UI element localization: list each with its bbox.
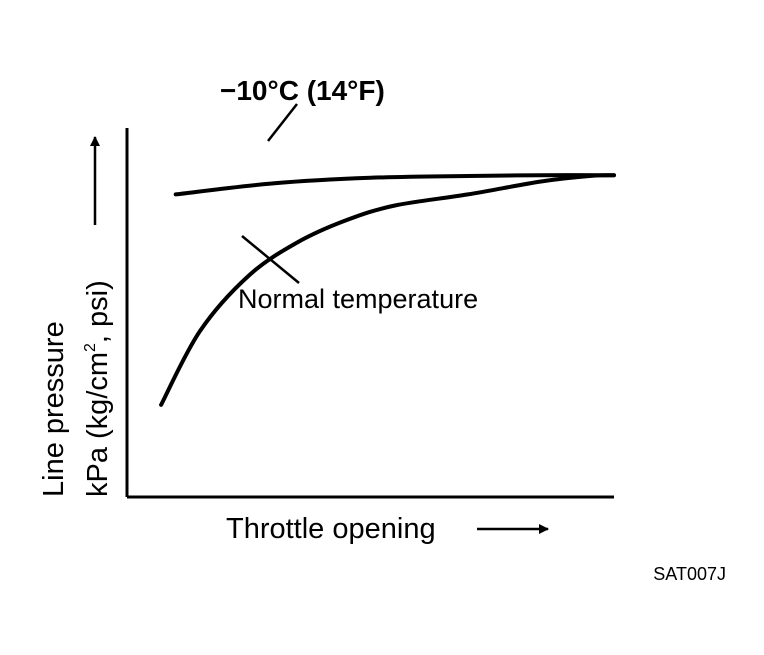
series-line-cold xyxy=(173,173,616,197)
series-label-cold: −10°C (14°F) xyxy=(220,75,385,106)
y-axis-unit-prefix: kPa (kg/cm xyxy=(82,352,114,497)
x-axis-label: Throttle opening xyxy=(226,513,436,545)
y-axis-unit-superscript: 2 xyxy=(82,343,99,352)
y-axis-label-line1: Line pressure xyxy=(38,321,70,497)
y-axis-label-line2: kPa (kg/cm2, psi) xyxy=(82,280,114,497)
series-label-normal: Normal temperature xyxy=(238,284,478,314)
cold-label-leader xyxy=(267,103,298,142)
series-line-normal xyxy=(159,173,616,407)
y-axis-unit-suffix: , psi) xyxy=(82,280,114,343)
normal-label-leader xyxy=(241,235,300,284)
figure-code: SAT007J xyxy=(653,564,726,584)
